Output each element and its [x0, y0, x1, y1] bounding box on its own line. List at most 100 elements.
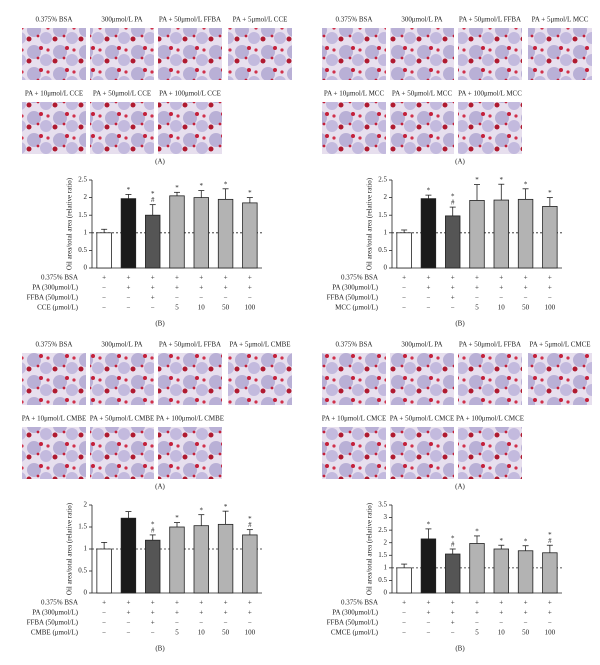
treatment-label: CMBE (μmol/L) — [31, 629, 79, 637]
bar — [420, 198, 437, 269]
bar — [169, 195, 185, 269]
significance-mark: # — [151, 196, 155, 204]
y-tick-label: 2 — [84, 193, 88, 201]
y-tick-label: 2.5 — [78, 176, 87, 184]
treatment-mark: − — [199, 294, 203, 302]
significance-mark: * — [248, 189, 252, 197]
y-tick-label: 2 — [84, 501, 88, 509]
image-label: PA + 10μmol/L CMCE — [322, 415, 387, 423]
significance-mark: * — [451, 193, 455, 201]
bar — [217, 523, 234, 594]
y-axis-label: Oil area/total area (relative ratio) — [366, 502, 374, 595]
significance-mark: * — [475, 528, 479, 536]
treatment-mark: + — [426, 284, 430, 292]
treatment-mark: − — [426, 294, 430, 302]
micrograph — [390, 102, 454, 154]
micrograph — [458, 353, 522, 405]
image-label: PA + 100μmol/L CMBE — [156, 415, 224, 423]
bar — [120, 198, 137, 269]
y-tick-label: 1 — [384, 563, 388, 571]
treatment-mark: + — [426, 274, 430, 282]
treatment-mark: + — [524, 599, 528, 607]
y-tick-label: 1.5 — [378, 211, 387, 219]
micrograph — [90, 353, 154, 405]
bar — [542, 205, 558, 269]
treatment-mark: − — [402, 609, 406, 617]
chart-caption: (B) — [155, 320, 165, 328]
micrograph — [22, 353, 86, 405]
treatment-mark: + — [248, 609, 252, 617]
significance-mark: * — [475, 176, 479, 184]
micrograph — [90, 28, 154, 80]
treatment-label: 0.375% BSA — [41, 274, 78, 282]
micrograph — [322, 102, 386, 154]
treatment-mark: + — [151, 274, 155, 282]
micrograph — [390, 427, 454, 479]
treatment-mark: + — [451, 294, 455, 302]
y-tick-label: 1 — [84, 228, 88, 236]
bar — [493, 548, 509, 594]
treatment-mark: 10 — [198, 304, 206, 312]
y-axis-label: Oil area/total area (relative ratio) — [366, 177, 374, 270]
significance-mark: * — [175, 184, 179, 192]
image-label: 0.375% BSA — [336, 341, 373, 349]
treatment-mark: − — [402, 629, 406, 637]
micrograph — [22, 28, 86, 80]
image-label: 300μmol/L PA — [401, 341, 442, 349]
treatment-mark: + — [451, 274, 455, 282]
micrograph — [228, 28, 292, 80]
treatment-mark: + — [499, 599, 503, 607]
treatment-label: PA (300μmol/L) — [332, 284, 378, 292]
treatment-mark: + — [199, 284, 203, 292]
treatment-mark: + — [224, 599, 228, 607]
treatment-label: CMCE (μmol/L) — [331, 629, 379, 637]
significance-mark: * — [200, 506, 204, 514]
image-label: PA + 50μmol/L FFBA — [159, 16, 221, 24]
treatment-mark: + — [426, 599, 430, 607]
treatment-mark: − — [151, 304, 155, 312]
treatment-mark: 100 — [545, 304, 556, 312]
image-label: PA + 50μmol/L FFBA — [459, 16, 521, 24]
significance-mark: * — [175, 514, 179, 522]
treatment-mark: + — [199, 609, 203, 617]
y-tick-label: 0 — [384, 589, 388, 597]
treatment-mark: 50 — [222, 629, 230, 637]
treatment-mark: − — [102, 294, 106, 302]
treatment-label: 0.375% BSA — [341, 274, 378, 282]
significance-mark: # — [248, 521, 252, 529]
treatment-mark: + — [224, 274, 228, 282]
image-label: 300μmol/L PA — [101, 16, 142, 24]
chart-caption: (B) — [155, 645, 165, 653]
treatment-mark: + — [199, 274, 203, 282]
micrograph — [90, 102, 154, 154]
micrograph — [458, 427, 522, 479]
treatment-label: FFBA (50μmol/L) — [327, 619, 379, 627]
bar — [445, 553, 461, 594]
treatment-mark: + — [175, 599, 179, 607]
micrograph — [528, 28, 592, 80]
image-label: PA + 100μmol/L MCC — [458, 90, 522, 98]
significance-mark: * — [224, 503, 228, 511]
treatment-mark: + — [402, 599, 406, 607]
y-tick-label: 1 — [84, 545, 88, 553]
significance-mark: * — [500, 176, 504, 184]
image-label: PA + 100μmol/L CMCE — [456, 415, 524, 423]
image-caption: (A) — [155, 483, 165, 491]
significance-mark: * — [151, 521, 155, 529]
treatment-mark: − — [151, 629, 155, 637]
treatment-mark: − — [475, 619, 479, 627]
treatment-label: PA (300μmol/L) — [32, 284, 78, 292]
treatment-mark: − — [426, 629, 430, 637]
treatment-mark: + — [151, 294, 155, 302]
bar — [96, 232, 112, 269]
treatment-mark: 100 — [245, 629, 256, 637]
treatment-mark: − — [248, 294, 252, 302]
treatment-mark: + — [126, 609, 130, 617]
y-tick-label: 0.5 — [378, 576, 387, 584]
image-label: PA + 5μmol/L CMCE — [529, 341, 590, 349]
micrograph — [458, 28, 522, 80]
treatment-mark: − — [102, 609, 106, 617]
significance-mark: # — [548, 537, 552, 545]
image-label: 300μmol/L PA — [401, 16, 442, 24]
treatment-label: 0.375% BSA — [341, 599, 378, 607]
